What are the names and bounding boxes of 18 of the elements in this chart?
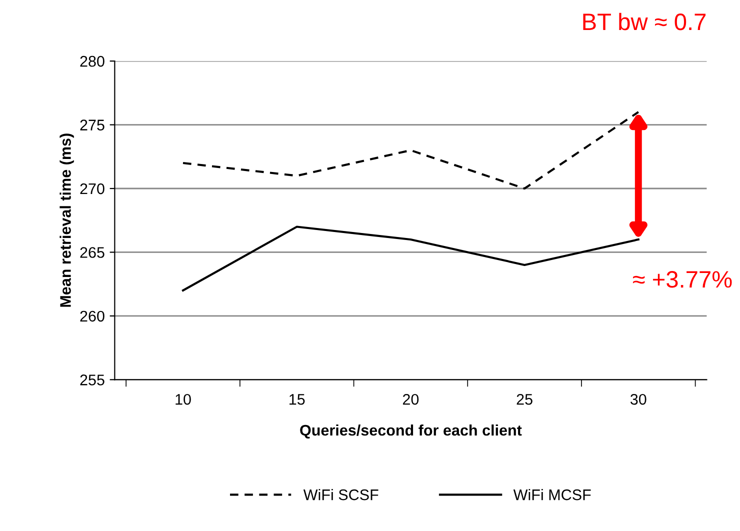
y-tick-label: 275 [80,120,104,130]
y-tick-label: 280 [80,56,104,67]
legend-label: WiFi SCSF [303,488,378,500]
y-tick-label: 255 [80,374,104,386]
line-series [182,110,640,190]
y-tick-label: 260 [80,310,104,322]
legend-label: WiFi MCSF [513,488,591,500]
x-tick-label: 10 [176,394,191,405]
x-tick-label: 20 [402,394,419,405]
y-axis-title: Mean retrieval time (ms) [60,134,74,307]
x-axis-title: Queries/second for each client [300,424,522,439]
text: BT bw ≈ 0.7 [583,12,706,30]
x-tick-label: 15 [290,394,305,405]
annotation: ≈ +3.77% [632,271,732,288]
y-tick-label: 270 [80,183,104,194]
x-tick-label: 25 [516,394,532,405]
y-tick-label: 265 [80,247,104,258]
x-tick-label: 30 [630,394,646,405]
